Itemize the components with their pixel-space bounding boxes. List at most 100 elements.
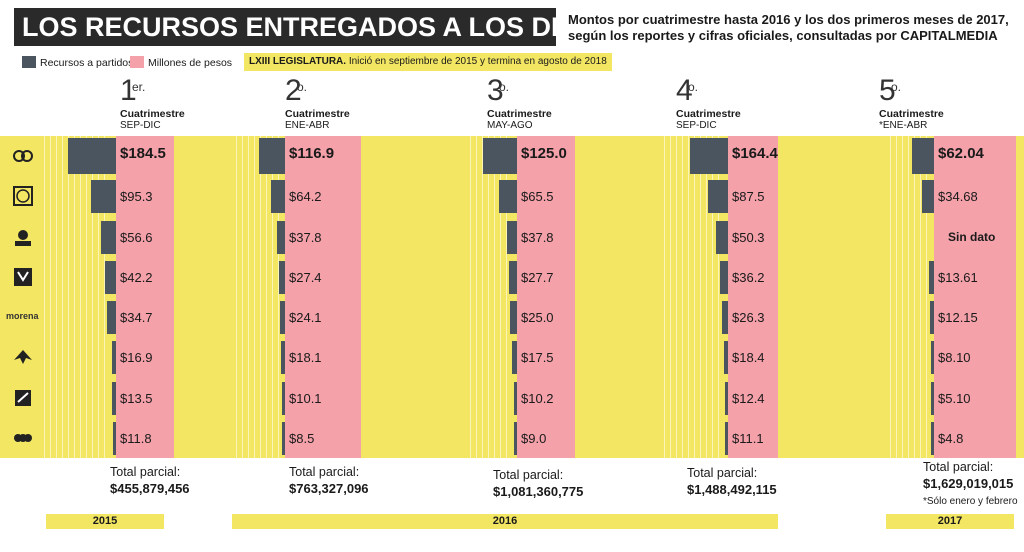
- legend-item-millones: Millones de pesos: [130, 55, 232, 71]
- legislature-note: LXIII LEGISLATURA. Inició en septiembre …: [244, 53, 612, 71]
- legend-item-recursos: Recursos a partidos: [22, 55, 133, 71]
- data-label: Sin dato: [948, 229, 996, 244]
- data-label: $36.2: [732, 269, 765, 285]
- subtitle-line-1: Montos por cuatrimestre hasta 2016 y los…: [568, 12, 1009, 27]
- total-value: $763,327,096: [289, 481, 369, 496]
- resource-bar: [708, 180, 728, 214]
- data-label: $26.3: [732, 310, 765, 325]
- resource-bar: [271, 180, 285, 214]
- resource-bar: [68, 138, 116, 174]
- resource-bar: [725, 421, 728, 455]
- data-label: $42.2: [120, 269, 153, 285]
- period-label: Cuatrimestre: [120, 108, 185, 120]
- data-label: $95.3: [120, 189, 153, 205]
- resource-bar: [483, 138, 517, 174]
- resource-bar: [507, 220, 517, 254]
- period-range: *ENE-ABR: [879, 120, 928, 131]
- data-label: $56.6: [120, 229, 153, 245]
- resource-bar: [101, 220, 116, 254]
- title-banner: LOS RECURSOS ENTREGADOS A LOS DIPUTADOS: [14, 8, 689, 46]
- data-label: $13.5: [120, 390, 153, 406]
- data-label: $62.04: [938, 145, 984, 162]
- legend-swatch-gray: [22, 56, 36, 68]
- period-stripes: [470, 136, 517, 458]
- total-label: Total parcial:: [687, 466, 758, 480]
- resource-bar: [105, 260, 116, 294]
- data-label: $184.5: [120, 145, 166, 162]
- resource-bar: [277, 220, 285, 254]
- data-label: $18.4: [732, 350, 765, 366]
- resource-bar: [509, 260, 517, 294]
- pan-logo-icon: [8, 185, 38, 207]
- page-title: LOS RECURSOS ENTREGADOS A LOS DIPUTADOS: [22, 12, 689, 42]
- subtitle: Montos por cuatrimestre hasta 2016 y los…: [568, 12, 1018, 44]
- party-name: morena: [6, 311, 39, 321]
- total-label: Total parcial:: [289, 465, 360, 479]
- resource-bar: [279, 260, 285, 294]
- data-label: $27.4: [289, 269, 322, 285]
- values-column: [116, 136, 174, 458]
- data-label: $10.1: [289, 390, 322, 406]
- data-label: $8.5: [289, 430, 315, 446]
- data-label: $164.4: [732, 145, 778, 162]
- total-label: Total parcial:: [493, 468, 564, 482]
- legislature-note-text: Inició en septiembre de 2015 y termina e…: [348, 56, 607, 67]
- data-label: $11.8: [120, 430, 152, 446]
- period-number: 1: [120, 74, 137, 107]
- resource-bar: [722, 301, 728, 334]
- legend-swatch-pink: [130, 56, 144, 68]
- data-label: $10.2: [521, 390, 554, 406]
- total-label: Total parcial:: [923, 460, 994, 474]
- period-label: Cuatrimestre: [676, 108, 741, 120]
- resource-bar: [931, 421, 934, 455]
- data-label: $34.68: [938, 189, 978, 205]
- resource-bar: [280, 301, 285, 334]
- resource-bar: [281, 341, 285, 375]
- period-label: Cuatrimestre: [487, 108, 552, 120]
- resource-bar: [922, 180, 934, 214]
- data-label: $12.15: [938, 310, 978, 325]
- data-label: $8.10: [938, 350, 971, 366]
- nueva-alianza-logo-icon: [8, 387, 38, 409]
- resource-bar: [724, 341, 728, 375]
- prd-sun-logo-icon: [8, 226, 38, 248]
- resource-bar: [930, 301, 934, 334]
- period-range: SEP-DIC: [676, 120, 717, 131]
- footnote: *Sólo enero y febrero: [923, 496, 1018, 507]
- period-range: ENE-ABR: [285, 120, 330, 131]
- data-label: $25.0: [521, 310, 554, 325]
- total-value: $1,488,492,115: [687, 482, 777, 497]
- period-ordinal: o.: [891, 80, 902, 94]
- resource-bar: [113, 421, 116, 455]
- subtitle-line-2: según los reportes y cifras oficiales, c…: [568, 28, 998, 43]
- prd-logo-icon: [8, 145, 38, 167]
- period-range: SEP-DIC: [120, 120, 161, 131]
- resource-bar: [931, 381, 934, 415]
- period-range: MAY-AGO: [487, 120, 533, 131]
- period-ordinal: o.: [297, 80, 308, 94]
- data-label: $34.7: [120, 310, 153, 325]
- period-number: 3: [487, 74, 504, 107]
- data-label: $13.61: [938, 269, 978, 285]
- data-label: $37.8: [521, 229, 554, 245]
- data-label: $24.1: [289, 310, 322, 325]
- resource-bar: [282, 381, 285, 415]
- year-label-2016: 2016: [232, 514, 778, 529]
- legislature-note-bold: LXIII LEGISLATURA.: [249, 56, 347, 67]
- encuentro-social-logo-icon: [8, 427, 38, 449]
- data-label: $50.3: [732, 229, 765, 245]
- resource-bar: [514, 381, 517, 415]
- resource-bar: [929, 260, 934, 294]
- verde-logo-icon: [8, 266, 38, 288]
- data-label: $64.2: [289, 189, 322, 205]
- data-label: $27.7: [521, 269, 554, 285]
- legend-label-recursos: Recursos a partidos: [40, 57, 134, 69]
- values-column: [517, 136, 575, 458]
- resource-bar: [716, 220, 728, 254]
- year-label-2015: 2015: [46, 514, 164, 529]
- resource-bar: [91, 180, 116, 214]
- resource-bar: [510, 301, 517, 334]
- data-label: $17.5: [521, 350, 554, 366]
- period-stripes: [664, 136, 728, 458]
- values-column: [934, 136, 1016, 458]
